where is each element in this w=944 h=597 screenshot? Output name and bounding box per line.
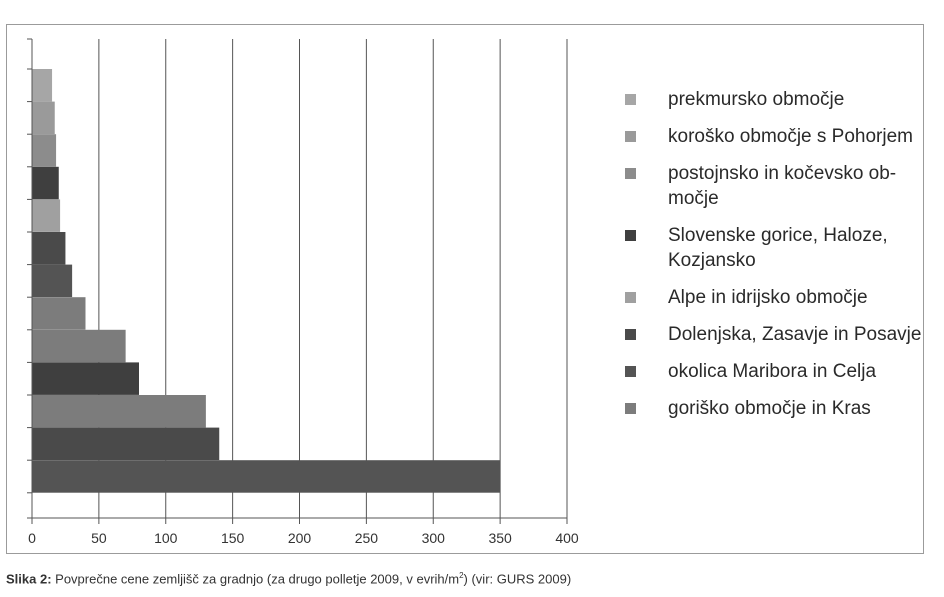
chart-frame: 0 50 100 150 200 250 300 350 400 prekmursko obmo… (6, 24, 924, 554)
legend-item: Alpe in idrijsko območje (625, 285, 925, 310)
bar-11 (32, 427, 220, 461)
x-tick-label-0: 0 (28, 530, 36, 546)
x-tick-label-250: 250 (355, 530, 379, 546)
legend-swatch (625, 94, 636, 105)
legend-item: postojnsko in kočevsko ob-močje (625, 161, 925, 211)
bar-7 (32, 297, 86, 330)
caption-text: Povprečne cene zemljišč za gradnjo (za d… (51, 571, 460, 587)
legend-item: Slovenske gorice, Haloze, Kozjansko (625, 223, 925, 273)
legend-item: koroško območje s Pohorjem (625, 124, 925, 149)
figure-caption: Slika 2: Povprečne cene zemljišč za grad… (6, 571, 571, 586)
legend-item: prekmursko območje (625, 87, 925, 112)
legend-label: Slovenske gorice, Haloze, Kozjansko (668, 225, 888, 271)
bar-3 (32, 166, 59, 200)
bar-5 (32, 232, 66, 265)
legend-swatch (625, 230, 636, 241)
caption-label: Slika 2: (6, 571, 52, 587)
legend-swatch (625, 168, 636, 179)
legend-label: prekmursko območje (668, 89, 845, 110)
x-tick-label-200: 200 (288, 530, 312, 546)
legend: prekmursko območje koroško območje s Poho… (625, 87, 925, 433)
bar-0 (32, 69, 53, 102)
bar-1 (32, 101, 55, 135)
x-tick-label-100: 100 (154, 530, 178, 546)
legend-label: Alpe in idrijsko območje (668, 287, 868, 308)
bar-6 (32, 264, 73, 298)
legend-label: goriško območje in Kras (668, 398, 871, 419)
legend-label: okolica Maribora in Celja (668, 361, 877, 382)
x-tick-label-50: 50 (91, 530, 107, 546)
x-tick-label-300: 300 (422, 530, 446, 546)
legend-item: Dolenjska, Zasavje in Posavje (625, 322, 925, 347)
legend-swatch (625, 292, 636, 303)
caption-superscript: 2 (459, 571, 464, 580)
legend-swatch (625, 366, 636, 377)
legend-label: koroško območje s Pohorjem (668, 126, 913, 147)
bar-9 (32, 362, 139, 395)
legend-label: Dolenjska, Zasavje in Posavje (668, 324, 922, 345)
bar-10 (32, 395, 206, 428)
bar-12 (32, 460, 501, 493)
legend-label: postojnsko in kočevsko ob-močje (668, 163, 897, 209)
legend-item: goriško območje in Kras (625, 396, 925, 421)
x-tick-label-150: 150 (221, 530, 245, 546)
x-tick-label-400: 400 (555, 530, 579, 546)
bar-8 (32, 329, 126, 363)
caption-text-end: ) (vir: GURS 2009) (463, 571, 572, 587)
bar-2 (32, 134, 57, 167)
legend-item: okolica Maribora in Celja (625, 359, 925, 384)
bar-4 (32, 199, 61, 232)
legend-swatch (625, 403, 636, 414)
plot-area: 0 50 100 150 200 250 300 350 400 (27, 38, 579, 546)
legend-swatch (625, 329, 636, 340)
legend-swatch (625, 131, 636, 142)
x-tick-label-350: 350 (488, 530, 512, 546)
